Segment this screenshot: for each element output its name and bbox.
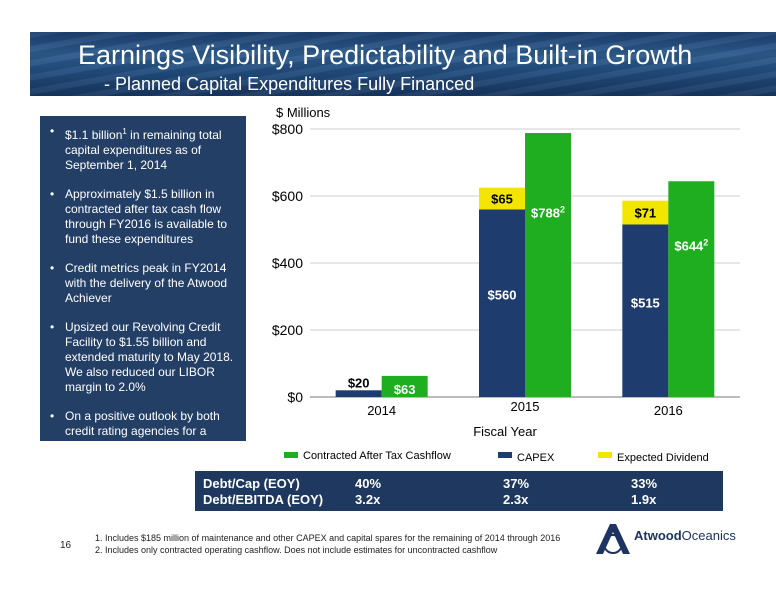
header-banner: [30, 32, 776, 96]
cashflow-label: $6442: [674, 237, 708, 253]
page-title: Earnings Visibility, Predictability and …: [78, 40, 693, 70]
atwood-logo-icon: [596, 524, 630, 554]
metrics-row: Debt/Cap (EOY) 40% 37% 33%: [203, 476, 723, 492]
logo-part1: Atwood: [634, 528, 682, 543]
metrics-value: 33%: [631, 476, 658, 491]
dividend-label: $71: [634, 206, 656, 221]
metrics-value: 1.9x: [631, 492, 657, 507]
cashflow-bar: [525, 133, 571, 397]
x-axis-label: Fiscal Year: [473, 424, 537, 439]
metrics-row: Debt/EBITDA (EOY) 3.2x 2.3x 1.9x: [203, 492, 723, 508]
x-tick-label: 2014: [367, 403, 396, 418]
legend-label-cashflow: Contracted After Tax Cashflow: [303, 450, 451, 462]
x-tick-label: 2015: [511, 399, 540, 414]
bullet-panel: $1.1 billion1 in remaining total capital…: [40, 116, 246, 453]
bullet-item: Upsized our Revolving Credit Facility to…: [50, 320, 238, 395]
cashflow-bar: [668, 181, 715, 397]
bullet-list: $1.1 billion1 in remaining total capital…: [40, 116, 246, 454]
capex-label: $515: [631, 295, 660, 310]
capex-chart: $ Millions Fiscal Year $0 $200 $400 $600 $80…: [272, 105, 740, 464]
cashflow-label: $63: [394, 382, 416, 397]
legend-swatch-dividend: [598, 452, 612, 458]
x-tick-labels: 2014 2015 2016: [367, 399, 683, 418]
y-tick-label: $800: [272, 121, 303, 137]
metrics-value: 40%: [355, 476, 382, 491]
y-tick-label: $0: [287, 389, 303, 405]
metrics-value: 2.3x: [503, 492, 529, 507]
metrics-table: Debt/Cap (EOY) 40% 37% 33% Debt/EBITDA (EOY)…: [195, 471, 723, 511]
chart-bars: [335, 133, 715, 397]
legend-swatch-cashflow: [284, 452, 298, 458]
footnotes: 1. Includes $185 million of maintenance …: [95, 532, 560, 556]
dividend-label: $65: [491, 192, 513, 207]
page-subtitle: - Planned Capital Expenditures Fully Fin…: [104, 74, 475, 94]
dividend-bar: [622, 200, 669, 225]
legend-swatch-capex: [498, 452, 512, 458]
bullet-item: On a positive outlook by both credit rat…: [50, 409, 238, 454]
y-tick-label: $600: [272, 188, 303, 204]
capex-label: $560: [488, 287, 517, 302]
y-tick-label: $200: [272, 322, 303, 338]
footnote-1: 1. Includes $185 million of maintenance …: [95, 533, 561, 543]
cashflow-label: $7882: [531, 204, 565, 220]
capex-bar: [622, 224, 669, 397]
footnote-2: 2. Includes only contracted operating ca…: [95, 545, 498, 555]
y-tick-label: $400: [272, 255, 303, 271]
capex-label: $20: [348, 375, 370, 390]
bullet-item: $1.1 billion1 in remaining total capital…: [50, 124, 238, 173]
capex-bar: [479, 209, 525, 397]
bar-labels: $20 $63 $65 $560 $7882 $71 $515 $6442: [348, 192, 708, 397]
dividend-bar: [479, 187, 525, 210]
legend-label-dividend: Expected Dividend: [617, 452, 709, 464]
cashflow-bar: [381, 375, 428, 397]
metrics-value: 37%: [503, 476, 530, 491]
y-tick-labels: $0 $200 $400 $600 $800: [272, 121, 303, 405]
logo-part2: Oceanics: [681, 528, 736, 543]
logo-wordmark: AtwoodOceanics: [634, 528, 736, 543]
y-axis-label: $ Millions: [276, 105, 331, 120]
bullet-item: Credit metrics peak in FY2014 with the d…: [50, 261, 238, 306]
page-number: 16: [60, 540, 72, 551]
bullet-item: Approximately $1.5 billion in contracted…: [50, 187, 238, 247]
metrics-label: Debt/Cap (EOY): [203, 476, 300, 491]
x-tick-label: 2016: [654, 403, 683, 418]
chart-legend: Contracted After Tax Cashflow CAPEX Expe…: [284, 450, 709, 464]
legend-label-capex: CAPEX: [517, 452, 555, 464]
capex-bar: [335, 390, 382, 397]
metrics-label: Debt/EBITDA (EOY): [203, 492, 324, 507]
metrics-value: 3.2x: [355, 492, 381, 507]
